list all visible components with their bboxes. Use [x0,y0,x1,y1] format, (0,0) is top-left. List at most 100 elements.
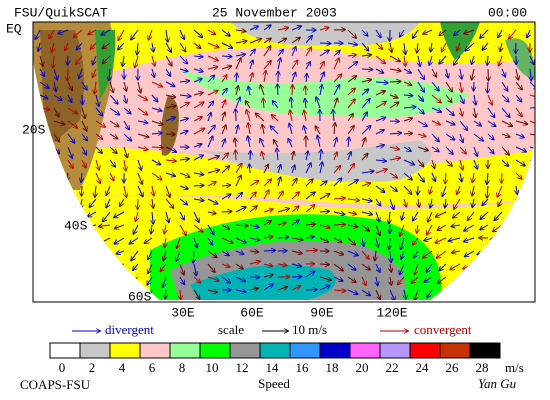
wind-arrow [57,263,69,268]
wind-arrow [193,276,200,283]
wind-arrow [53,68,57,80]
wind-arrow [515,94,521,102]
wind-arrow [459,120,467,130]
wind-arrow [464,224,475,231]
wind-arrow [348,152,351,161]
wind-arrow [176,250,181,261]
wind-arrow [523,237,531,245]
wind-arrow [221,166,229,174]
wind-arrow [163,250,166,261]
wind-arrow [62,276,69,285]
wind-arrow [305,62,310,70]
wind-arrow [165,289,166,299]
wind-arrow [333,51,340,57]
wind-arrow [68,94,72,102]
wind-arrow [137,42,138,54]
colorbar-box [109,342,141,359]
wind-arrow [375,145,384,147]
wind-arrow [442,185,447,196]
wind-arrow [417,159,423,166]
wind-arrow [306,74,307,83]
wind-arrow [235,207,246,213]
wind-arrow [529,55,534,64]
wind-arrow [315,126,321,135]
wind-arrow [445,159,452,166]
wind-arrow [403,172,412,180]
wind-arrow [448,237,461,241]
wind-arrow [375,118,385,122]
wind-arrow [263,99,264,109]
wind-arrow [118,29,125,40]
wind-arrow [96,94,99,106]
wind-arrow [292,85,293,96]
wind-arrow [467,211,475,220]
wind-arrow [249,225,259,227]
wind-arrow [35,224,41,234]
wind-arrow [137,172,142,184]
wind-arrow [221,237,233,243]
wind-arrow [277,223,286,225]
wind-arrow [496,276,503,282]
wind-arrow [221,153,228,161]
wind-arrow [106,185,111,195]
wind-arrow [40,185,43,196]
wind-arrow [179,55,187,64]
wind-arrow [389,133,401,134]
wind-arrow [207,75,214,83]
wind-arrow [131,250,139,261]
wind-arrow [333,276,343,281]
wind-arrow [277,264,287,265]
wind-arrow [207,67,218,69]
wind-arrow [347,180,358,187]
wind-arrow [207,224,214,235]
wind-arrow [165,173,175,176]
wind-arrow [472,198,474,207]
wind-arrow [494,289,503,297]
wind-arrow [389,237,390,249]
wind-arrow [389,81,401,82]
wind-arrow [177,237,181,248]
wind-arrow [480,224,489,230]
wind-arrow [179,29,184,39]
wind-arrow [137,133,149,137]
wind-arrow [81,107,85,118]
wind-arrow [82,94,83,104]
wind-arrow [445,94,452,102]
wind-arrow [347,289,358,294]
wind-arrow [487,146,494,154]
wind-arrow [473,133,483,141]
wind-arrow [319,50,329,57]
wind-arrow [235,97,240,109]
wind-arrow [34,250,41,256]
wind-arrow [193,29,202,37]
wind-arrow [207,170,219,174]
wind-arrow [165,198,174,208]
wind-arrow [438,276,447,283]
wind-arrow [277,28,288,30]
wind-arrow [430,185,432,194]
wind-arrow [277,287,287,290]
wind-arrow [249,238,259,240]
wind-arrow [263,221,271,226]
wind-arrow [109,172,114,180]
wind-arrow [38,42,40,51]
wind-arrow [487,94,492,105]
colorbar-label: 24 [416,360,430,375]
colorbar-label: 8 [179,360,186,375]
wind-arrow [306,151,308,161]
wind-arrow [193,102,204,109]
wind-arrow [135,55,139,67]
header-source: FSU/QuikSCAT [14,5,108,20]
wind-arrow [207,250,217,257]
wind-arrow [235,58,241,70]
wind-arrow [291,26,301,31]
wind-arrow [137,159,141,170]
wind-arrow [249,181,259,187]
wind-arrow [179,118,188,121]
wind-arrow [89,198,97,207]
wind-arrow [60,251,69,254]
wind-arrow [403,133,412,134]
wind-arrow [147,276,153,285]
wind-arrow [431,107,441,112]
wind-arrow [439,263,447,270]
